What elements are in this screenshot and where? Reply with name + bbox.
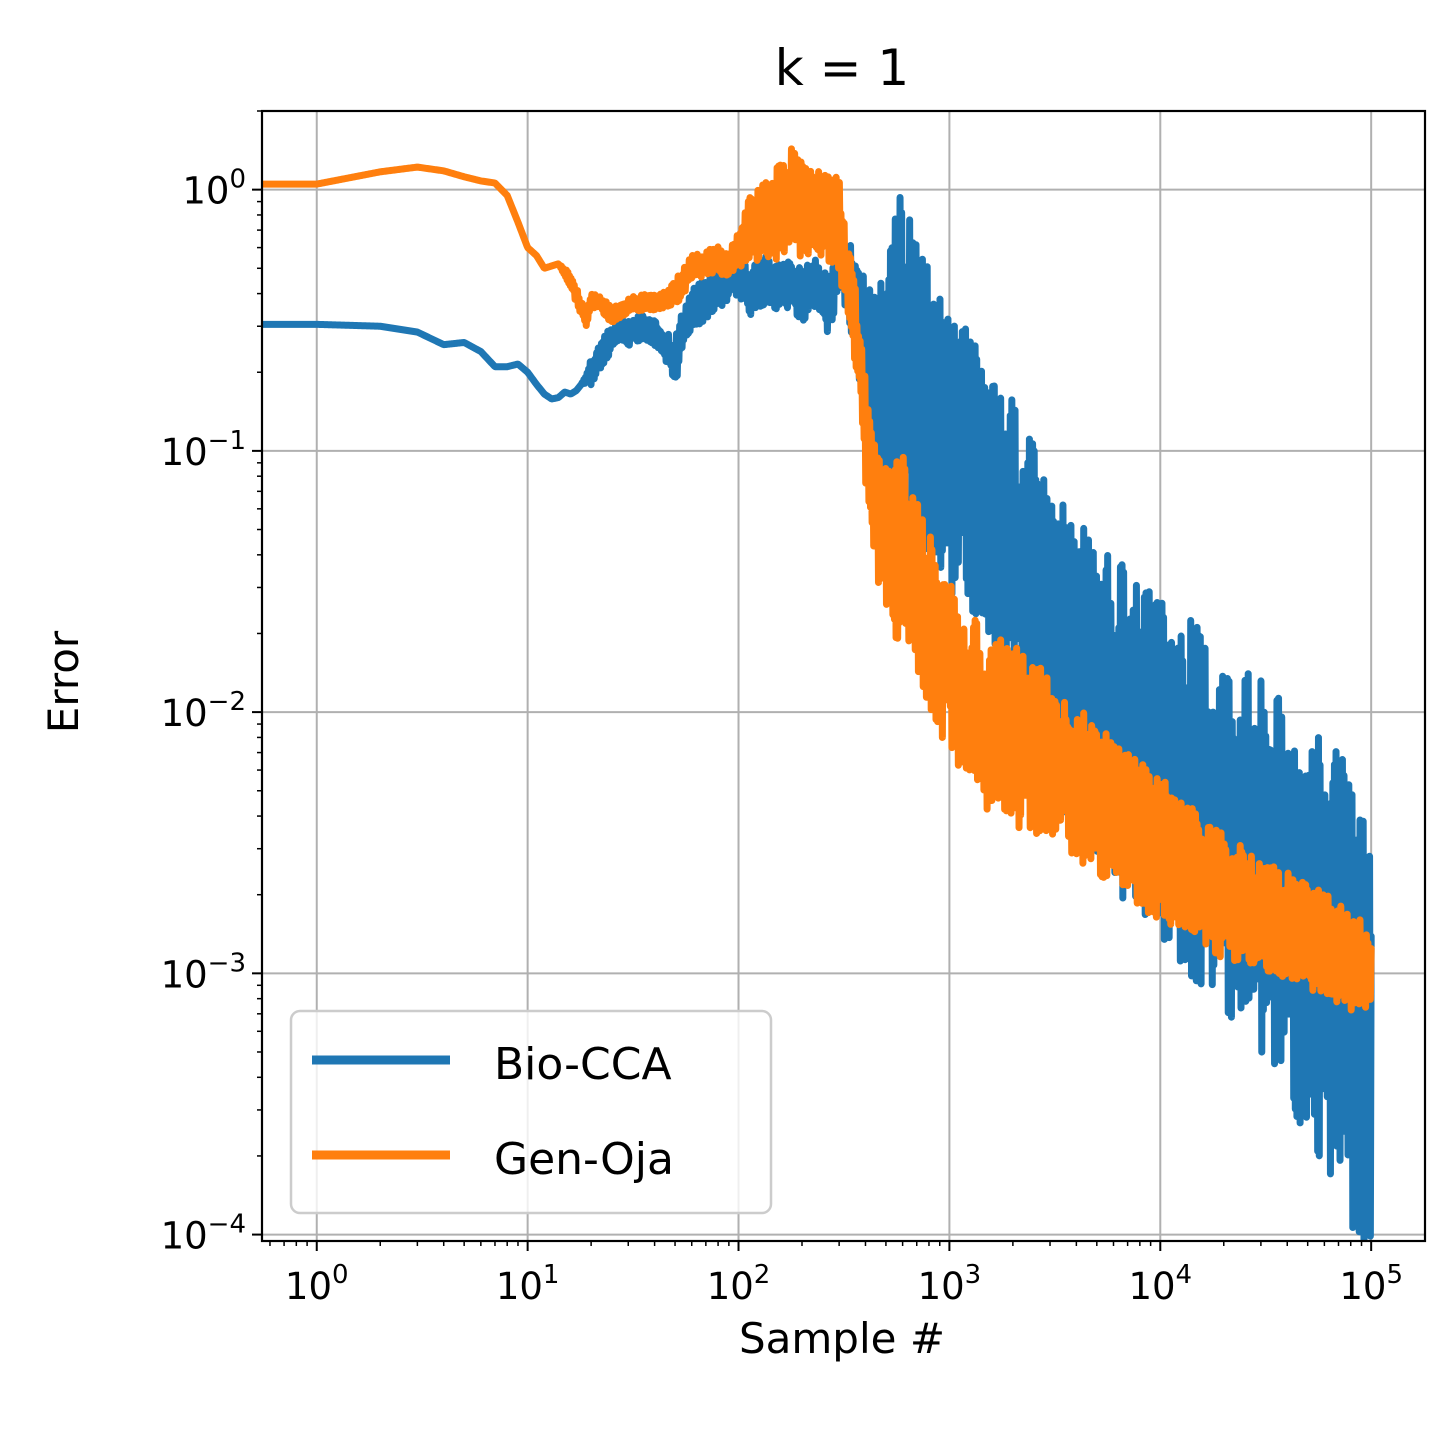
legend: Bio-CCA Gen-Oja <box>289 1009 773 1215</box>
y-tick-label: 10−2 <box>161 687 246 735</box>
y-axis-label: Error <box>39 630 88 733</box>
legend-label-gen-oja: Gen-Oja <box>494 1134 674 1185</box>
x-tick-label: 104 <box>1128 1260 1192 1308</box>
y-tick-label: 10−1 <box>161 426 246 474</box>
x-tick-label: 102 <box>707 1260 771 1308</box>
chart-title: k = 1 <box>775 39 909 97</box>
y-axis-ticks: 100 10−1 10−2 10−3 10−4 <box>161 165 262 1258</box>
x-tick-label: 103 <box>918 1260 982 1308</box>
y-tick-label: 100 <box>182 165 246 213</box>
y-tick-label: 10−4 <box>161 1210 246 1258</box>
series-layer <box>262 145 1375 1241</box>
x-axis-ticks: 100 101 102 103 104 105 <box>285 1241 1403 1308</box>
x-tick-label: 105 <box>1339 1260 1403 1308</box>
legend-label-bio-cca: Bio-CCA <box>494 1039 672 1090</box>
plot-frame <box>260 109 1427 1243</box>
x-tick-label: 100 <box>285 1260 349 1308</box>
x-tick-label: 101 <box>496 1260 560 1308</box>
x-axis-label: Sample # <box>739 1314 945 1363</box>
series-line-gen-oja <box>262 145 1375 1014</box>
minor-ticks <box>257 110 1363 1246</box>
y-tick-label: 10−3 <box>161 948 246 996</box>
